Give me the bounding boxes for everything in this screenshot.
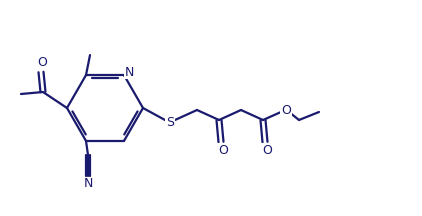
- Text: O: O: [218, 143, 228, 157]
- Text: N: N: [83, 177, 93, 191]
- Text: N: N: [124, 66, 134, 79]
- Text: S: S: [166, 116, 174, 129]
- Text: O: O: [37, 57, 47, 70]
- Text: O: O: [262, 143, 272, 157]
- Text: O: O: [281, 103, 291, 116]
